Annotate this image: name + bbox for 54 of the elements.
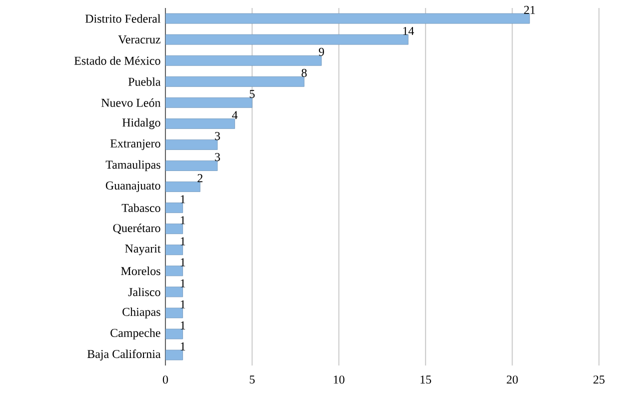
y-tick-label: Puebla (128, 77, 161, 86)
x-tick-label: 5 (250, 375, 255, 384)
y-tick-label: Tamaulipas (106, 160, 160, 172)
bar (165, 34, 408, 45)
data-label: 5 (250, 90, 255, 98)
y-tick-label: Campeche (110, 328, 160, 340)
bar (165, 76, 304, 87)
x-tick-label: 0 (162, 375, 168, 384)
x-tick-label: 10 (334, 375, 344, 384)
data-label: 1 (180, 279, 186, 288)
data-label: 14 (403, 26, 414, 35)
data-label: 3 (215, 152, 220, 162)
y-tick-label: Chiapas (122, 307, 160, 318)
y-tick-label: Estado de México (74, 56, 160, 65)
y-tick-label: Jalisco (128, 288, 160, 296)
bar (165, 118, 235, 129)
x-tick-label: 25 (593, 375, 605, 384)
y-tick-label: Baja California (87, 349, 161, 360)
x-tick-label: 20 (506, 375, 518, 384)
y-tick-label: Nayarit (125, 244, 161, 256)
data-label: 1 (180, 300, 186, 308)
bar (165, 224, 183, 234)
data-label: 1 (180, 195, 186, 204)
data-label: 3 (215, 132, 220, 140)
x-tick-label: 15 (420, 375, 432, 384)
data-label: 1 (180, 258, 186, 266)
bar (165, 244, 183, 255)
y-tick-label: Querétaro (113, 224, 160, 234)
y-tick-label: Distrito Federal (85, 14, 160, 23)
bar (165, 202, 183, 213)
bar (165, 97, 252, 108)
bar (165, 266, 183, 276)
data-label: 1 (180, 237, 186, 246)
bar (165, 13, 530, 24)
bar (165, 181, 200, 192)
bar (165, 286, 183, 298)
data-label: 9 (318, 48, 324, 56)
y-tick-label: Veracruz (118, 35, 160, 44)
data-label: 1 (180, 342, 186, 350)
y-tick-label: Extranjero (110, 139, 160, 150)
data-label: 21 (524, 6, 535, 14)
data-label: 8 (302, 68, 307, 77)
data-label: 4 (232, 111, 238, 119)
bar (165, 160, 218, 171)
y-tick-label: Guanajuato (106, 181, 160, 192)
data-label: 1 (180, 216, 186, 224)
data-label: 1 (180, 321, 186, 330)
y-tick-label: Tabasco (122, 203, 160, 212)
y-tick-label: Hidalgo (122, 118, 160, 130)
bar (165, 139, 218, 150)
data-label: 2 (198, 174, 202, 182)
y-tick-label: Morelos (121, 266, 160, 276)
bar (165, 55, 322, 66)
y-tick-label: Nuevo León (101, 98, 161, 107)
